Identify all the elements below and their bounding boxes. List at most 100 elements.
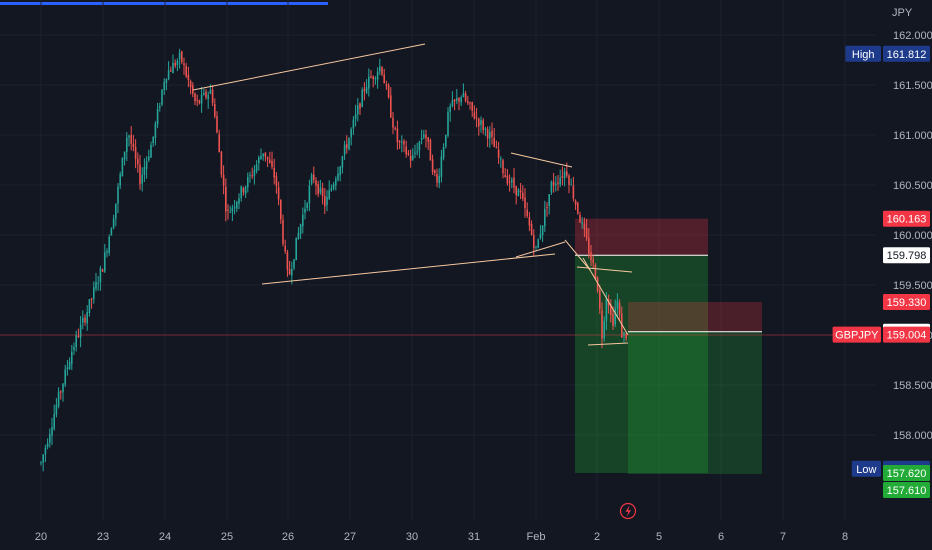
candle-body bbox=[370, 76, 372, 78]
candle-body bbox=[605, 299, 608, 321]
candle-body bbox=[530, 224, 533, 235]
candle-body bbox=[286, 252, 289, 270]
candlestick-series bbox=[40, 48, 627, 472]
candle-body bbox=[288, 269, 291, 275]
price-tick-label: 158.000 bbox=[893, 430, 932, 442]
trend-line[interactable] bbox=[576, 266, 633, 273]
candle-body bbox=[185, 66, 187, 77]
candle-body bbox=[502, 160, 504, 174]
candle-body bbox=[121, 158, 124, 176]
candle-body bbox=[137, 158, 139, 165]
candle-body bbox=[328, 190, 330, 199]
candle-body bbox=[77, 336, 80, 338]
price-tag-value: 159.798 bbox=[887, 250, 927, 262]
candle-body bbox=[365, 87, 368, 93]
time-axis[interactable]: 20 23 24 25 26 27 30 31 Feb 2 5 6 7 8 bbox=[35, 531, 848, 543]
candle-body bbox=[97, 283, 99, 285]
candle-body bbox=[319, 187, 322, 193]
candle-body bbox=[471, 101, 473, 111]
trend-line[interactable] bbox=[510, 152, 573, 168]
candle-body bbox=[541, 225, 544, 236]
candle-body bbox=[390, 95, 392, 118]
candle-body bbox=[392, 117, 394, 128]
candle-body bbox=[277, 187, 280, 200]
candle-body bbox=[64, 369, 66, 385]
candle-body bbox=[255, 164, 258, 172]
candle-body bbox=[53, 414, 55, 429]
candle-body bbox=[456, 98, 458, 101]
candle-body bbox=[572, 185, 575, 199]
candle-body bbox=[486, 129, 489, 139]
price-tag-box bbox=[883, 210, 930, 227]
trend-line[interactable] bbox=[564, 239, 591, 271]
candle-body bbox=[618, 302, 621, 315]
candle-body bbox=[535, 246, 537, 248]
candle-body bbox=[550, 181, 553, 193]
trend-line-drawings bbox=[192, 43, 633, 346]
candle-body bbox=[396, 128, 399, 143]
candle-body bbox=[269, 159, 271, 163]
candle-body bbox=[603, 321, 605, 339]
candle-body bbox=[376, 71, 379, 80]
time-tick-label: 8 bbox=[842, 531, 848, 543]
candle-body bbox=[260, 155, 262, 160]
candle-body bbox=[293, 259, 295, 269]
trend-line[interactable] bbox=[515, 241, 566, 258]
candle-body bbox=[403, 140, 405, 145]
candle-body bbox=[407, 152, 410, 155]
candle-body bbox=[491, 130, 493, 137]
candle-body bbox=[108, 236, 110, 253]
candle-body bbox=[115, 203, 117, 219]
price-tag: 159.330 bbox=[883, 294, 930, 310]
candle-body bbox=[55, 404, 58, 415]
candle-body bbox=[423, 134, 425, 138]
price-axis-background bbox=[875, 0, 932, 550]
candle-body bbox=[240, 186, 242, 199]
candle-body bbox=[460, 97, 462, 103]
candle-body bbox=[579, 214, 581, 223]
candle-body bbox=[194, 93, 196, 102]
trend-line[interactable] bbox=[587, 342, 629, 346]
candle-body bbox=[95, 281, 97, 289]
price-tag-value: 160.163 bbox=[887, 214, 927, 226]
candle-body bbox=[561, 175, 564, 178]
candle-body bbox=[126, 137, 128, 152]
candle-body bbox=[574, 200, 577, 205]
candle-body bbox=[324, 196, 326, 207]
price-tag-value: 161.812 bbox=[887, 49, 927, 61]
candle-body bbox=[154, 123, 157, 138]
trend-line[interactable] bbox=[582, 257, 629, 336]
candle-body bbox=[187, 74, 190, 81]
candle-body bbox=[106, 251, 108, 253]
candle-body bbox=[66, 367, 69, 370]
candle-body bbox=[442, 146, 445, 158]
candle-body bbox=[625, 333, 627, 339]
price-tag-label: High bbox=[852, 49, 875, 61]
price-tag-label-box bbox=[845, 45, 881, 62]
trend-line[interactable] bbox=[192, 43, 426, 91]
candle-body bbox=[214, 104, 216, 117]
candle-body bbox=[594, 264, 597, 279]
candle-body bbox=[537, 239, 539, 248]
candle-body bbox=[244, 186, 247, 194]
candle-body bbox=[548, 194, 550, 206]
candle-body bbox=[273, 167, 275, 178]
trend-line[interactable] bbox=[261, 253, 556, 285]
candle-body bbox=[251, 175, 253, 177]
candle-body bbox=[519, 190, 522, 193]
candle-body bbox=[225, 186, 227, 212]
candle-body bbox=[220, 151, 223, 175]
candle-body bbox=[51, 427, 53, 436]
flash-event-icon[interactable] bbox=[619, 502, 637, 520]
candle-body bbox=[189, 80, 192, 88]
stop-zone-1 bbox=[575, 218, 708, 256]
time-tick-label: 31 bbox=[468, 531, 480, 543]
candle-body bbox=[123, 151, 126, 160]
candle-body bbox=[238, 198, 240, 204]
candle-body bbox=[359, 103, 361, 109]
candle-body bbox=[592, 259, 594, 264]
candle-body bbox=[581, 222, 583, 224]
candle-body bbox=[302, 214, 304, 227]
candle-body bbox=[469, 102, 471, 104]
